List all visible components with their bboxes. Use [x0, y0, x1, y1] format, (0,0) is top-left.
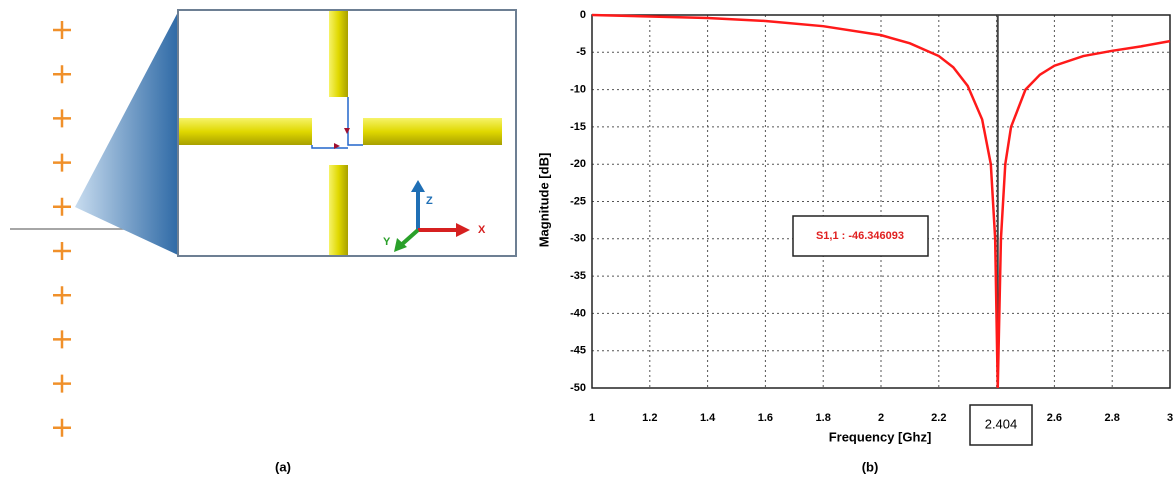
plus-marker — [53, 65, 71, 83]
y-tick-label: 0 — [580, 9, 586, 21]
x-tick-label: 2.8 — [1105, 412, 1120, 424]
y-tick-label: -40 — [570, 307, 586, 319]
y-tick-label: -30 — [570, 233, 586, 245]
caption: (b) — [862, 459, 879, 474]
y-tick-label: -5 — [576, 46, 586, 58]
x-tick-label: 1.6 — [758, 412, 773, 424]
y-axis-label: Magnitude [dB] — [536, 153, 551, 248]
plus-marker — [53, 242, 71, 260]
dipole-arm — [329, 11, 348, 97]
figure: Z X Y (a) 0 -5 -10 -15 -20 -25 -30 -35 -40 -45 -50… — [0, 0, 1176, 489]
plus-marker — [53, 154, 71, 172]
axis-label: Y — [383, 236, 391, 248]
dipole-arm — [179, 118, 312, 145]
x-tick-label: 2.2 — [931, 412, 946, 424]
plus-marker — [53, 109, 71, 127]
y-tick-label: -25 — [570, 195, 586, 207]
axis-label: X — [478, 224, 486, 236]
annotation: S1,1 : -46.346093 — [816, 230, 904, 242]
plus-marker — [53, 286, 71, 304]
x-tick-label: 1.2 — [642, 412, 657, 424]
caption: (a) — [275, 459, 291, 474]
x-tick-label: 1 — [589, 412, 595, 424]
panel-a: Z X Y (a) — [10, 10, 516, 474]
dipole-arm — [329, 165, 348, 255]
y-tick-label: -45 — [570, 345, 586, 357]
y-tick-label: -15 — [570, 121, 586, 133]
plus-marker — [53, 21, 71, 39]
plus-marker — [53, 419, 71, 437]
zoom-cone — [75, 12, 178, 255]
x-tick-label: 2 — [878, 412, 884, 424]
plus-marker — [53, 198, 71, 216]
x-tick-label: 2.6 — [1047, 412, 1062, 424]
y-tick-label: -10 — [570, 84, 586, 96]
x-axis-label: Frequency [Ghz] — [829, 429, 932, 444]
y-tick-label: -50 — [570, 382, 586, 394]
dipole-arm — [363, 118, 502, 145]
x-tick-label: 3 — [1167, 412, 1173, 424]
y-tick-label: -35 — [570, 270, 586, 282]
x-tick-label: 1.8 — [816, 412, 831, 424]
x-tick-label: 1.4 — [700, 412, 716, 424]
plus-marker — [53, 375, 71, 393]
axis-label: Z — [426, 195, 433, 207]
y-tick-label: -20 — [570, 158, 586, 170]
plus-marker — [53, 330, 71, 348]
marker-label: 2.404 — [985, 416, 1018, 431]
